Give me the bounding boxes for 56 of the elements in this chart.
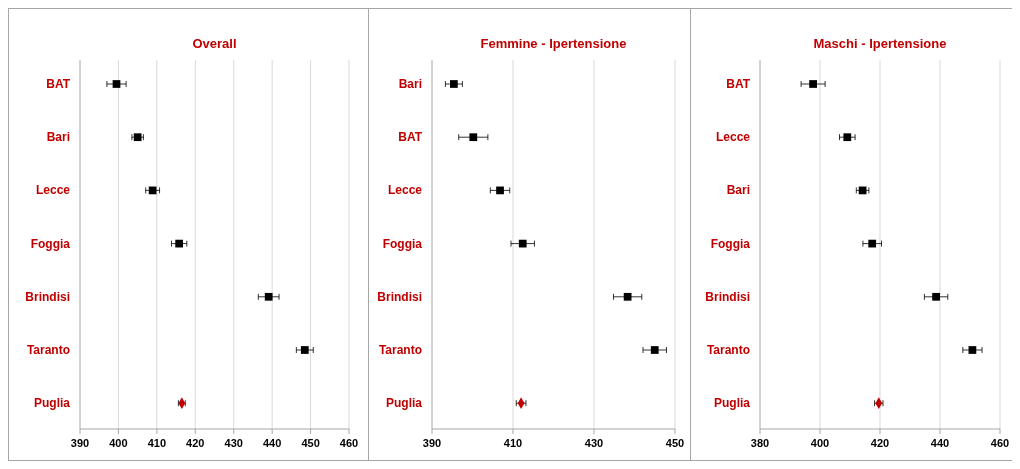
y-tick-label: Taranto — [26, 343, 70, 357]
y-tick-label: Foggia — [30, 236, 71, 251]
chart-title: Maschi - Ipertensione — [813, 36, 947, 51]
y-tick-label: Puglia — [385, 396, 423, 411]
x-tick-label: 440 — [262, 437, 282, 449]
x-tick-label: 460 — [339, 437, 359, 449]
point — [623, 292, 632, 301]
y-tick-label: Taranto — [378, 343, 422, 357]
x-tick-label: 380 — [750, 437, 770, 449]
y-tick-label: Brindisi — [705, 289, 750, 304]
point — [450, 80, 458, 88]
y-tick-label: Taranto — [706, 343, 750, 357]
y-tick-label: Puglia — [33, 396, 71, 411]
y-tick-label: Bari — [726, 183, 750, 198]
point — [496, 186, 504, 195]
x-tick-label: 450 — [665, 437, 685, 449]
chart-title: Femmine - Ipertensione — [480, 36, 627, 51]
x-tick-label: 460 — [990, 437, 1010, 449]
point — [809, 80, 817, 88]
x-tick-label: 420 — [186, 437, 205, 449]
x-tick-label: 390 — [70, 437, 90, 449]
point — [868, 239, 877, 248]
x-tick-label: 410 — [147, 437, 167, 449]
y-tick-label: Foggia — [710, 236, 751, 251]
x-tick-label: 410 — [503, 437, 523, 449]
x-tick-label: 400 — [109, 437, 128, 449]
x-tick-label: 430 — [584, 437, 604, 449]
y-tick-label: BAT — [398, 130, 423, 145]
point — [968, 346, 977, 354]
y-tick-label: BAT — [726, 77, 751, 91]
y-tick-label: Bari — [398, 77, 422, 91]
point — [300, 346, 309, 354]
point — [264, 292, 273, 301]
point — [650, 346, 659, 354]
y-tick-label: Puglia — [713, 396, 751, 411]
point — [843, 133, 852, 142]
x-tick-label: 430 — [224, 437, 243, 449]
y-tick-label: Brindisi — [377, 289, 422, 304]
y-tick-label: Brindisi — [25, 289, 70, 304]
point — [175, 239, 184, 248]
x-tick-label: 390 — [422, 437, 442, 449]
y-tick-label: Lecce — [35, 183, 71, 198]
point — [932, 292, 940, 301]
point — [469, 133, 478, 142]
point — [112, 80, 121, 88]
x-tick-label: 440 — [930, 437, 950, 449]
x-tick-label: 420 — [870, 437, 890, 449]
y-tick-label: BAT — [46, 77, 71, 91]
y-tick-label: Foggia — [382, 236, 423, 251]
y-tick-label: Lecce — [715, 130, 751, 145]
x-tick-label: 400 — [810, 437, 830, 449]
point — [518, 239, 527, 248]
y-tick-label: Bari — [46, 130, 70, 145]
x-tick-label: 450 — [301, 437, 320, 449]
chart-title: Overall — [192, 36, 237, 51]
y-tick-label: Lecce — [387, 183, 423, 198]
